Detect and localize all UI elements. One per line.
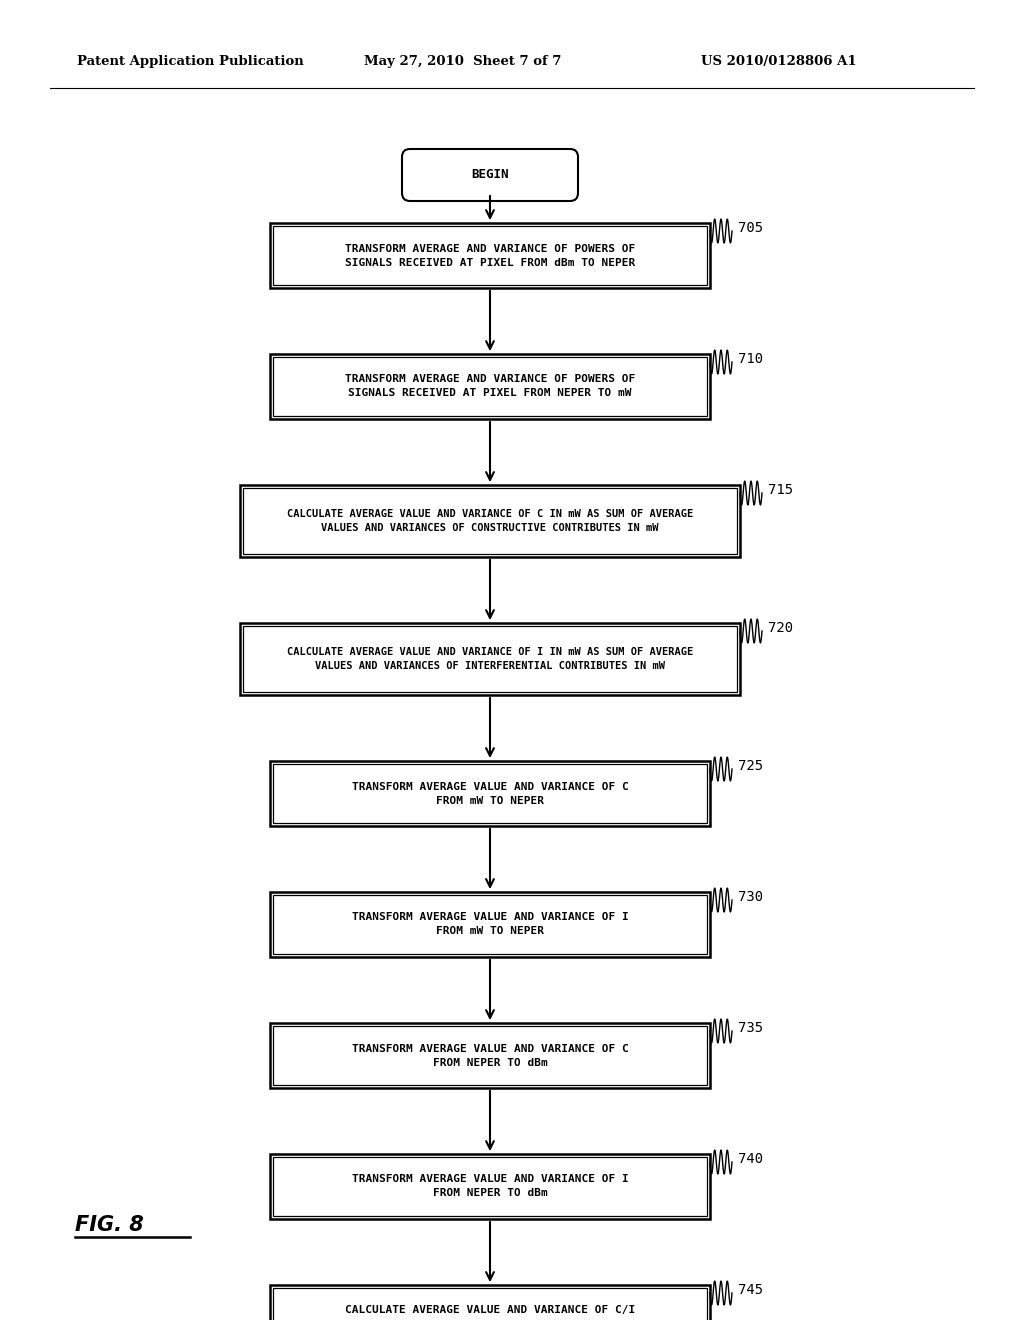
- Bar: [243, 488, 737, 554]
- Text: 705: 705: [738, 220, 763, 235]
- Text: TRANSFORM AVERAGE AND VARIANCE OF POWERS OF
SIGNALS RECEIVED AT PIXEL FROM NEPER: TRANSFORM AVERAGE AND VARIANCE OF POWERS…: [345, 375, 635, 399]
- Text: 740: 740: [738, 1152, 763, 1166]
- Bar: [270, 892, 710, 957]
- Text: CALCULATE AVERAGE VALUE AND VARIANCE OF C IN mW AS SUM OF AVERAGE
VALUES AND VAR: CALCULATE AVERAGE VALUE AND VARIANCE OF …: [287, 510, 693, 533]
- Text: US 2010/0128806 A1: US 2010/0128806 A1: [701, 55, 857, 69]
- Bar: [273, 895, 707, 954]
- Bar: [240, 623, 740, 696]
- Text: 745: 745: [738, 1283, 763, 1298]
- Text: 715: 715: [768, 483, 794, 498]
- Text: TRANSFORM AVERAGE VALUE AND VARIANCE OF I
FROM NEPER TO dBm: TRANSFORM AVERAGE VALUE AND VARIANCE OF …: [351, 1175, 629, 1199]
- Text: TRANSFORM AVERAGE VALUE AND VARIANCE OF I
FROM mW TO NEPER: TRANSFORM AVERAGE VALUE AND VARIANCE OF …: [351, 912, 629, 936]
- Text: 735: 735: [738, 1020, 763, 1035]
- FancyBboxPatch shape: [402, 149, 578, 201]
- Bar: [243, 626, 737, 692]
- Bar: [240, 484, 740, 557]
- Bar: [273, 1288, 707, 1320]
- Text: FIG. 8: FIG. 8: [75, 1214, 143, 1236]
- Text: TRANSFORM AVERAGE AND VARIANCE OF POWERS OF
SIGNALS RECEIVED AT PIXEL FROM dBm T: TRANSFORM AVERAGE AND VARIANCE OF POWERS…: [345, 243, 635, 268]
- Text: TRANSFORM AVERAGE VALUE AND VARIANCE OF C
FROM NEPER TO dBm: TRANSFORM AVERAGE VALUE AND VARIANCE OF …: [351, 1044, 629, 1068]
- Text: 730: 730: [738, 890, 763, 904]
- Text: 725: 725: [738, 759, 763, 774]
- Bar: [270, 354, 710, 418]
- Text: May 27, 2010  Sheet 7 of 7: May 27, 2010 Sheet 7 of 7: [364, 55, 561, 69]
- Bar: [270, 762, 710, 826]
- Text: BEGIN: BEGIN: [471, 169, 509, 181]
- Text: TRANSFORM AVERAGE VALUE AND VARIANCE OF C
FROM mW TO NEPER: TRANSFORM AVERAGE VALUE AND VARIANCE OF …: [351, 781, 629, 805]
- Bar: [270, 1154, 710, 1218]
- Text: CALCULATE AVERAGE VALUE AND VARIANCE OF I IN mW AS SUM OF AVERAGE
VALUES AND VAR: CALCULATE AVERAGE VALUE AND VARIANCE OF …: [287, 647, 693, 671]
- Bar: [270, 1023, 710, 1088]
- Text: CALCULATE AVERAGE VALUE AND VARIANCE OF C/I
RATIO IN dBm: CALCULATE AVERAGE VALUE AND VARIANCE OF …: [345, 1305, 635, 1320]
- Bar: [273, 1158, 707, 1216]
- Text: 710: 710: [738, 352, 763, 366]
- Text: Patent Application Publication: Patent Application Publication: [77, 55, 303, 69]
- Text: 720: 720: [768, 620, 794, 635]
- Bar: [273, 764, 707, 822]
- Bar: [270, 223, 710, 288]
- Bar: [273, 356, 707, 416]
- Bar: [273, 226, 707, 285]
- Bar: [273, 1026, 707, 1085]
- Bar: [270, 1284, 710, 1320]
